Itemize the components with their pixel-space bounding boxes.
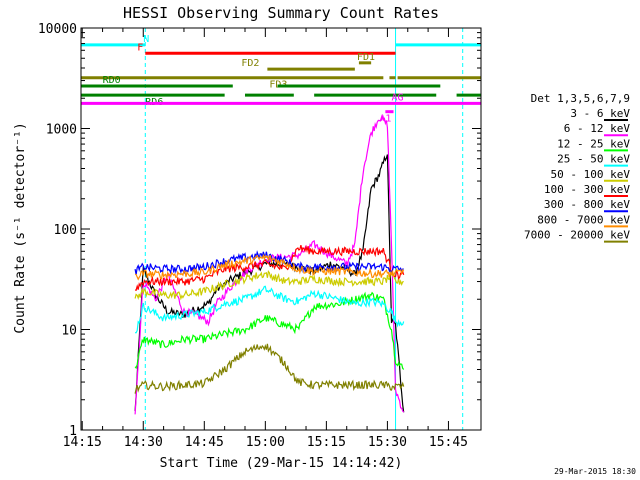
legend-label: 800 - 7000 keV: [537, 213, 630, 226]
legend-label: 25 - 50 keV: [557, 153, 630, 166]
series-line: [134, 154, 405, 413]
flag-label: F: [137, 42, 143, 53]
x-axis-label: Start Time (29-Mar-15 14:14:42): [160, 456, 403, 471]
x-tick-label: 14:15: [63, 435, 102, 450]
y-tick-label: 1000: [46, 123, 77, 138]
flag-label: N: [143, 34, 149, 45]
series-layer: [134, 115, 405, 415]
legend-label: 50 - 100 keV: [551, 168, 631, 181]
x-tick-label: 15:30: [368, 435, 407, 450]
x-tick-label: 15:15: [307, 435, 346, 450]
legend-label: 100 - 300 keV: [544, 183, 630, 196]
x-tick-label: 15:45: [429, 435, 468, 450]
series-line: [134, 250, 404, 276]
flag-label: FD2: [241, 58, 259, 69]
legend-label: 7000 - 20000 keV: [524, 229, 630, 242]
series-line: [134, 253, 405, 281]
y-tick-label: 1: [69, 424, 77, 439]
series-line: [134, 291, 405, 370]
timestamp: 29-Mar-2015 18:30: [554, 467, 636, 476]
y-tick-label: 10: [61, 324, 77, 339]
flag-label: FD1: [357, 52, 375, 63]
legend-label: 12 - 25 keV: [557, 137, 630, 150]
x-tick-label: 14:45: [185, 435, 224, 450]
series-line: [134, 343, 405, 394]
flag-label: AG: [391, 92, 403, 103]
legend-label: 3 - 6 keV: [570, 107, 630, 120]
legend-label: 300 - 800 keV: [544, 198, 630, 211]
x-tick-label: 15:00: [246, 435, 285, 450]
x-tick-label: 14:30: [124, 435, 163, 450]
series-line: [134, 270, 404, 301]
legend-label: 6 - 12 keV: [564, 122, 631, 135]
series-line: [134, 244, 405, 291]
legend: 3 - 6 keV 6 - 12 keV 12 - 25 keV 25 - 50 ke…: [524, 107, 631, 243]
y-tick-label: 10000: [38, 22, 77, 37]
flag-layer: NFFD1FD2FD3RD0RD6AGA1: [81, 34, 481, 125]
y-tick-label: 100: [54, 223, 77, 238]
series-line: [135, 285, 405, 334]
flag-label: A1: [379, 114, 391, 125]
flag-label: RD0: [103, 75, 121, 86]
y-axis-label: Count Rate (s⁻¹ detector⁻¹): [13, 122, 28, 333]
axes-layer: 14:15 14:30 14:45 15:00 15:15 15:30 15:45 1 10 10…: [38, 22, 482, 450]
plot-area: [144, 28, 464, 430]
chart-title: HESSI Observing Summary Count Rates: [123, 4, 439, 22]
legend-title: Det 1,3,5,6,7,9: [531, 92, 630, 105]
